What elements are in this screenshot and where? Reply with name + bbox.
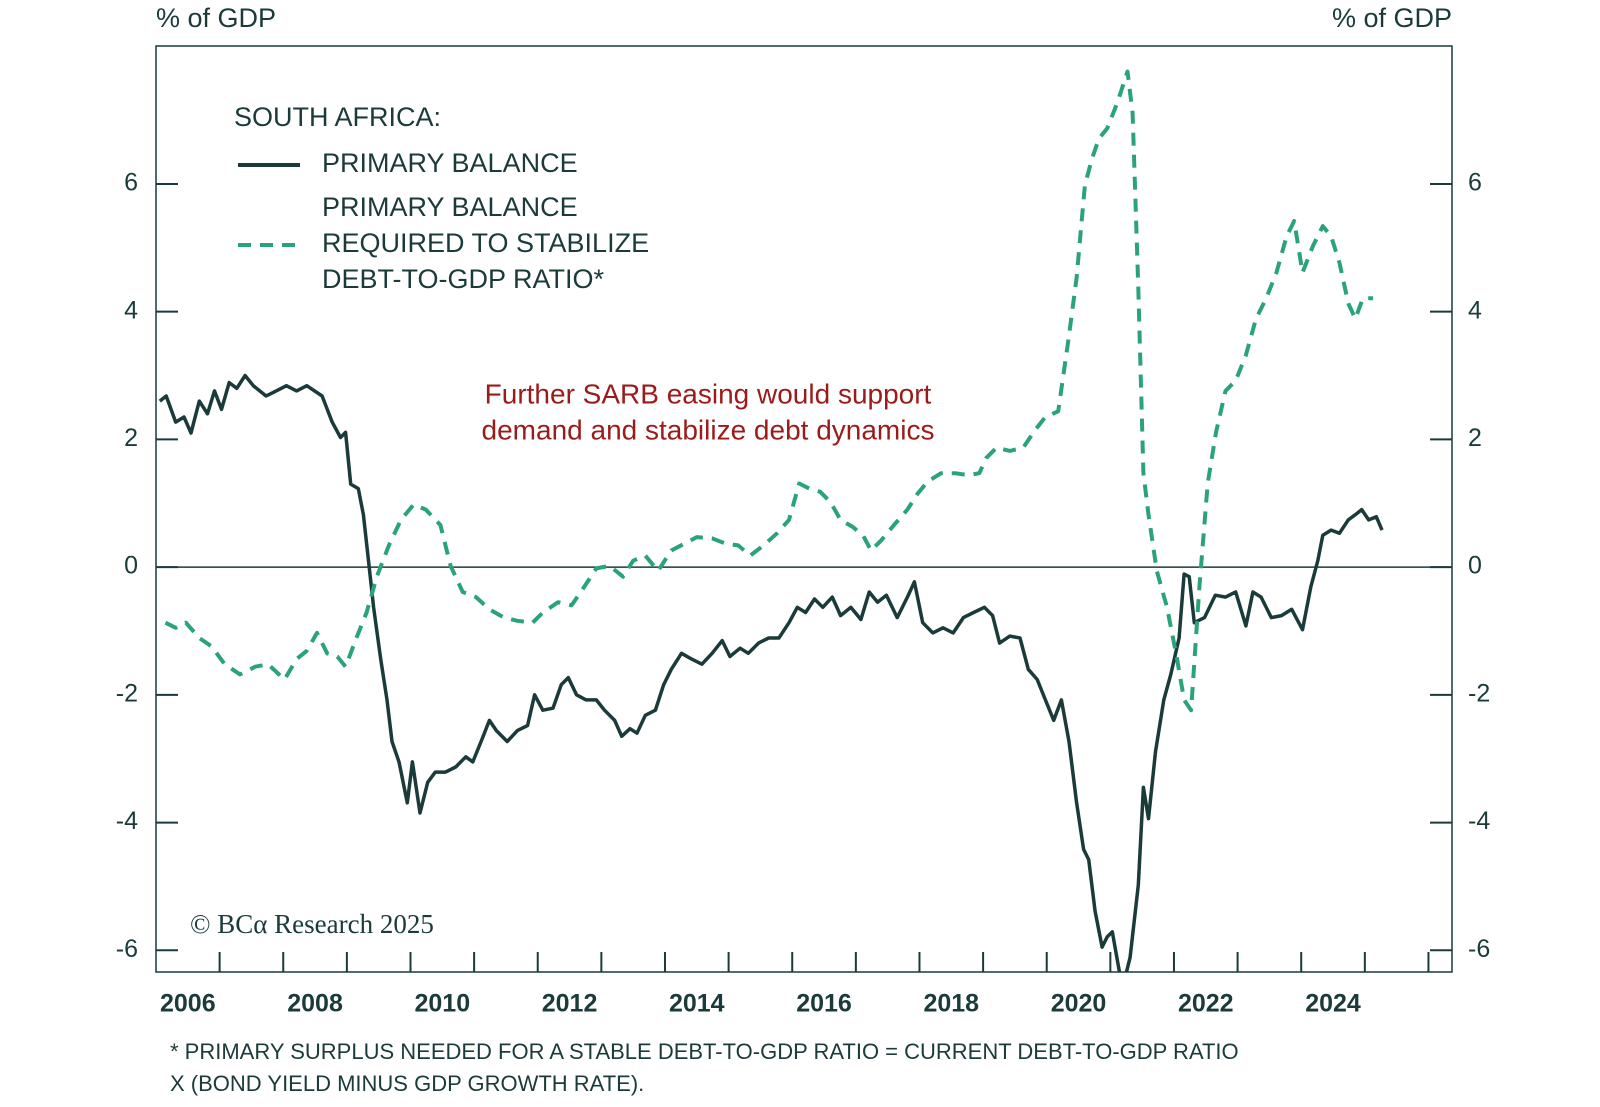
plot-frame — [155, 45, 1453, 973]
legend-label: PRIMARY BALANCE REQUIRED TO STABILIZE DEBT… — [322, 192, 649, 294]
x-tick-label: 2024 — [1305, 990, 1361, 1018]
legend-label: PRIMARY BALANCE — [322, 148, 578, 178]
footnote: * PRIMARY SURPLUS NEEDED FOR A STABLE DE… — [170, 1039, 1239, 1064]
x-tick-label: 2006 — [160, 990, 216, 1018]
x-tick-label: 2022 — [1178, 990, 1234, 1018]
x-tick-label: 2018 — [923, 990, 979, 1018]
x-tick-label: 2012 — [542, 990, 598, 1018]
x-tick-label: 2020 — [1051, 990, 1107, 1018]
y2-tick-label: -2 — [1468, 679, 1490, 707]
x-tick-label: 2008 — [287, 990, 343, 1018]
series-line — [164, 69, 1374, 713]
right-axis-label: % of GDP — [1332, 3, 1452, 33]
credit: © BCα Research 2025 — [190, 909, 434, 939]
annotation: demand and stabilize debt dynamics — [482, 414, 935, 445]
y-tick-label: 0 — [124, 552, 138, 580]
y2-tick-label: -6 — [1468, 935, 1490, 963]
y-tick-label: -4 — [116, 807, 138, 835]
left-axis-label: % of GDP — [156, 3, 276, 33]
y2-tick-label: 4 — [1468, 296, 1482, 324]
y-tick-label: -6 — [116, 935, 138, 963]
series-line — [158, 373, 1384, 972]
x-tick-label: 2010 — [414, 990, 470, 1018]
legend-title: SOUTH AFRICA: — [234, 102, 441, 132]
y-tick-label: 6 — [124, 169, 138, 197]
x-tick-label: 2016 — [796, 990, 852, 1018]
y-tick-label: 2 — [124, 424, 138, 452]
y2-tick-label: -4 — [1468, 807, 1490, 835]
y-tick-label: 4 — [124, 296, 138, 324]
y2-tick-label: 2 — [1468, 424, 1482, 452]
footnote: X (BOND YIELD MINUS GDP GROWTH RATE). — [170, 1071, 644, 1096]
y2-tick-label: 0 — [1468, 552, 1482, 580]
x-tick-label: 2014 — [669, 990, 725, 1018]
y2-tick-label: 6 — [1468, 169, 1482, 197]
annotation: Further SARB easing would support — [485, 378, 932, 409]
y-tick-label: -2 — [116, 679, 138, 707]
